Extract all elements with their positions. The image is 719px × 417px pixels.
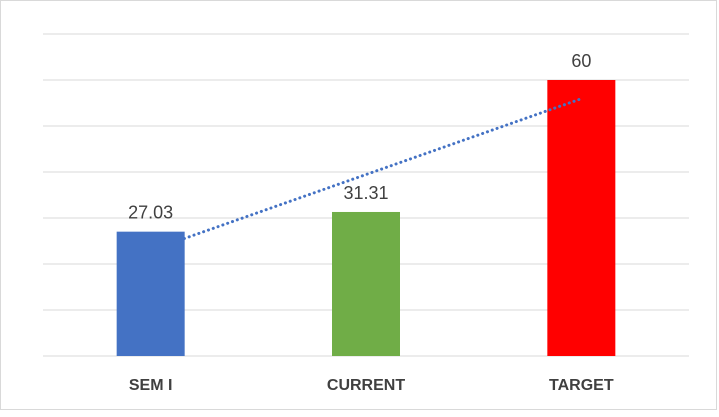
category-axis: SEM I CURRENT TARGET <box>129 377 614 394</box>
category-label: SEM I <box>129 377 173 394</box>
bar-target <box>547 80 616 356</box>
data-label: 27.03 <box>128 203 173 223</box>
bars <box>116 80 616 356</box>
bar-sem-i <box>116 231 185 356</box>
trendline <box>149 97 583 252</box>
trendline-group <box>149 97 583 252</box>
category-label: TARGET <box>549 377 614 394</box>
data-labels: 27.03 31.31 60 <box>128 51 591 223</box>
category-label: CURRENT <box>327 377 405 394</box>
data-label: 60 <box>571 51 591 71</box>
data-label: 31.31 <box>343 183 388 203</box>
bar-current <box>332 211 400 356</box>
